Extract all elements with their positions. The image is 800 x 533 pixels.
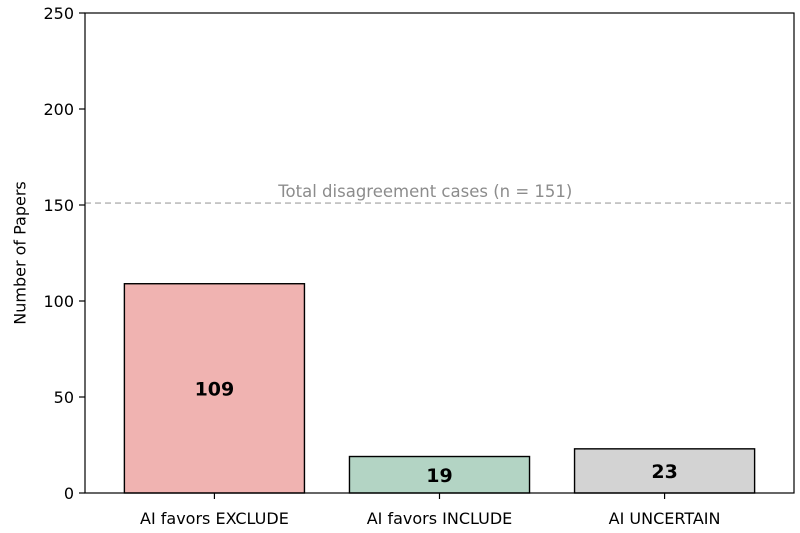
reference-layer: Total disagreement cases (n = 151) [85, 182, 794, 204]
x-tick-label: AI favors EXCLUDE [140, 509, 289, 528]
y-axis-label: Number of Papers [11, 181, 30, 325]
x-axis-ticks: AI favors EXCLUDE AI favors INCLUDE AI UNC… [140, 493, 720, 528]
bar-value-label: 19 [426, 465, 452, 487]
y-tick-label: 50 [54, 388, 74, 407]
bar [123, 283, 306, 494]
x-tick-label: AI favors INCLUDE [367, 509, 513, 528]
y-tick-label: 0 [64, 484, 74, 503]
bar [348, 455, 531, 494]
y-tick-label: 150 [43, 196, 74, 215]
bar-value-label: 109 [195, 378, 235, 400]
x-tick-label: AI UNCERTAIN [609, 509, 721, 528]
y-tick-label: 100 [43, 292, 74, 311]
y-axis-ticks: 0 50 100 150 200 250 [43, 4, 85, 503]
y-tick-label: 200 [43, 100, 74, 119]
bars-layer: 109 19 23 [123, 283, 756, 494]
reference-line-label: Total disagreement cases (n = 151) [277, 182, 572, 201]
bar-value-label: 23 [651, 461, 677, 483]
y-tick-label: 250 [43, 4, 74, 23]
